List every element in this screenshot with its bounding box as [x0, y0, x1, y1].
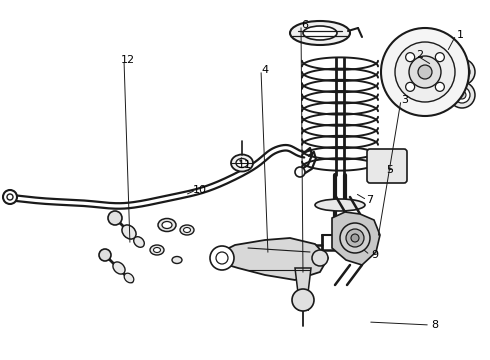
Circle shape	[449, 59, 475, 85]
Text: 9: 9	[371, 250, 379, 260]
Circle shape	[340, 223, 370, 253]
Circle shape	[406, 82, 415, 91]
Text: 4: 4	[262, 65, 269, 75]
FancyBboxPatch shape	[367, 149, 407, 183]
Polygon shape	[295, 268, 311, 293]
Circle shape	[312, 250, 328, 266]
Circle shape	[108, 211, 122, 225]
Ellipse shape	[153, 248, 161, 252]
Circle shape	[458, 91, 466, 99]
Ellipse shape	[172, 256, 182, 264]
Circle shape	[454, 64, 470, 80]
Circle shape	[458, 68, 466, 76]
Text: 7: 7	[367, 195, 373, 205]
Polygon shape	[332, 212, 380, 265]
Text: 6: 6	[301, 20, 309, 30]
Circle shape	[351, 234, 359, 242]
Ellipse shape	[315, 199, 365, 211]
Ellipse shape	[113, 262, 125, 274]
Ellipse shape	[124, 273, 134, 283]
Ellipse shape	[290, 21, 350, 45]
Polygon shape	[215, 238, 328, 280]
Circle shape	[346, 229, 364, 247]
Circle shape	[7, 194, 13, 200]
Text: 2: 2	[416, 50, 423, 60]
Circle shape	[210, 246, 234, 270]
Ellipse shape	[236, 158, 248, 167]
Ellipse shape	[162, 221, 172, 229]
Circle shape	[449, 82, 475, 108]
Circle shape	[395, 42, 455, 102]
Ellipse shape	[150, 245, 164, 255]
Ellipse shape	[180, 225, 194, 235]
Ellipse shape	[183, 228, 191, 233]
Circle shape	[99, 249, 111, 261]
Text: 12: 12	[121, 55, 135, 65]
Circle shape	[409, 56, 441, 88]
Text: 1: 1	[457, 30, 464, 40]
Text: 10: 10	[193, 185, 207, 195]
Circle shape	[435, 53, 444, 62]
Ellipse shape	[158, 219, 176, 231]
Circle shape	[216, 252, 228, 264]
Text: 8: 8	[431, 320, 439, 330]
Circle shape	[377, 162, 387, 172]
Ellipse shape	[231, 154, 253, 171]
Circle shape	[381, 28, 469, 116]
Circle shape	[406, 53, 415, 62]
Ellipse shape	[303, 26, 337, 40]
Text: 3: 3	[401, 95, 409, 105]
Ellipse shape	[134, 237, 144, 247]
Circle shape	[3, 190, 17, 204]
Text: 5: 5	[387, 165, 393, 175]
Circle shape	[435, 82, 444, 91]
Circle shape	[454, 87, 470, 103]
Circle shape	[292, 289, 314, 311]
Ellipse shape	[122, 225, 136, 239]
Circle shape	[295, 167, 305, 177]
Text: 11: 11	[238, 160, 252, 170]
Circle shape	[418, 65, 432, 79]
